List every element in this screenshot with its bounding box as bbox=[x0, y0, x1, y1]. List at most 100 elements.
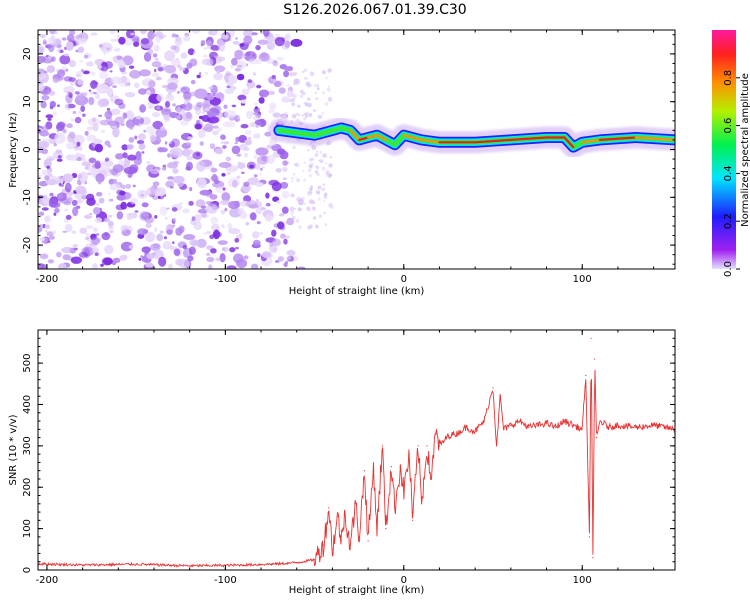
snr-point bbox=[496, 445, 498, 447]
noise-blob bbox=[138, 88, 147, 95]
noise-blob bbox=[301, 114, 304, 117]
noise-blob bbox=[175, 227, 183, 236]
noise-blob bbox=[196, 238, 207, 248]
noise-blob bbox=[119, 254, 128, 261]
noise-blob bbox=[291, 213, 293, 216]
spectrogram-y-axis-label: Frequency (Hz) bbox=[8, 112, 19, 188]
noise-blob bbox=[287, 90, 294, 98]
noise-blob bbox=[92, 91, 98, 95]
noise-blob bbox=[84, 166, 89, 170]
noise-blob bbox=[289, 72, 294, 77]
noise-blob bbox=[178, 202, 183, 205]
noise-blob bbox=[129, 69, 141, 79]
noise-blob bbox=[171, 207, 178, 212]
noise-blob bbox=[266, 154, 276, 164]
noise-blob bbox=[318, 214, 323, 218]
noise-blob bbox=[293, 83, 296, 86]
noise-blob bbox=[164, 64, 177, 74]
noise-blob bbox=[295, 218, 300, 223]
snr-point bbox=[594, 358, 596, 360]
noise-blob bbox=[244, 129, 252, 136]
noise-blob bbox=[255, 44, 261, 51]
noise-blob bbox=[100, 62, 109, 72]
noise-blob bbox=[327, 68, 332, 73]
noise-blob bbox=[291, 102, 296, 107]
y-tick-label: 0 bbox=[22, 146, 33, 152]
snr-point bbox=[499, 395, 501, 397]
noise-blob bbox=[303, 202, 306, 206]
noise-blob bbox=[158, 34, 164, 40]
noise-blob bbox=[95, 173, 105, 183]
noise-blob bbox=[72, 134, 85, 145]
noise-blob bbox=[108, 198, 114, 202]
noise-blob bbox=[84, 237, 89, 240]
noise-blob bbox=[241, 55, 246, 58]
noise-blob bbox=[310, 185, 314, 189]
noise-blob bbox=[153, 227, 158, 232]
noise-blob bbox=[308, 164, 312, 168]
noise-blob bbox=[100, 42, 113, 53]
snr-point bbox=[337, 515, 339, 517]
noise-blob bbox=[152, 181, 160, 187]
noise-blob bbox=[162, 167, 167, 171]
noise-blob bbox=[38, 140, 50, 149]
noise-blob bbox=[151, 112, 161, 118]
noise-blob bbox=[271, 75, 276, 79]
snr-point bbox=[328, 507, 330, 509]
noise-blob bbox=[223, 141, 230, 145]
noise-blob bbox=[264, 213, 273, 222]
noise-blob bbox=[38, 45, 45, 55]
noise-blob bbox=[259, 231, 264, 235]
noise-blob bbox=[172, 103, 176, 107]
noise-blob bbox=[302, 91, 306, 96]
snr-point bbox=[581, 428, 583, 430]
noise-blob bbox=[193, 221, 202, 231]
noise-blob bbox=[245, 200, 258, 208]
noise-blob bbox=[67, 91, 70, 94]
y-tick-label: -20 bbox=[22, 237, 33, 253]
noise-blob bbox=[206, 230, 212, 235]
noise-blob bbox=[166, 207, 170, 210]
noise-blob bbox=[282, 177, 287, 181]
noise-blob bbox=[130, 32, 135, 36]
noise-blob bbox=[222, 187, 226, 191]
noise-blob bbox=[175, 58, 180, 61]
noise-blob bbox=[172, 217, 177, 222]
noise-blob bbox=[108, 178, 116, 185]
noise-blob bbox=[207, 111, 214, 118]
noise-blob bbox=[157, 195, 161, 199]
noise-blob bbox=[38, 84, 46, 91]
noise-blob bbox=[222, 121, 236, 128]
noise-blob bbox=[57, 104, 60, 107]
noise-blob bbox=[321, 112, 324, 115]
noise-blob bbox=[112, 85, 117, 88]
noise-blob bbox=[324, 102, 329, 106]
noise-blob bbox=[309, 187, 313, 191]
noise-blob bbox=[230, 65, 234, 69]
noise-blob bbox=[53, 212, 57, 216]
noise-blob bbox=[319, 150, 323, 154]
noise-blob bbox=[311, 145, 317, 151]
noise-blob bbox=[76, 199, 84, 204]
snr-point bbox=[438, 445, 441, 447]
noise-blob bbox=[178, 67, 186, 72]
noise-blob bbox=[195, 199, 206, 208]
noise-blob bbox=[219, 253, 226, 263]
noise-blob bbox=[80, 177, 85, 182]
noise-blob bbox=[84, 130, 89, 136]
noise-blob bbox=[39, 236, 45, 242]
noise-blob bbox=[187, 48, 195, 56]
noise-blob bbox=[244, 152, 248, 158]
noise-blob bbox=[303, 68, 308, 72]
noise-blob bbox=[183, 234, 196, 240]
noise-blob bbox=[92, 123, 99, 132]
snr-point bbox=[537, 424, 539, 426]
noise-blob bbox=[167, 82, 178, 90]
noise-blob bbox=[203, 71, 209, 76]
noise-blob bbox=[172, 175, 185, 184]
noise-blob bbox=[171, 33, 177, 38]
noise-blob bbox=[165, 100, 170, 108]
noise-blob bbox=[138, 257, 142, 261]
noise-blob bbox=[145, 89, 151, 95]
noise-blob bbox=[139, 210, 150, 222]
